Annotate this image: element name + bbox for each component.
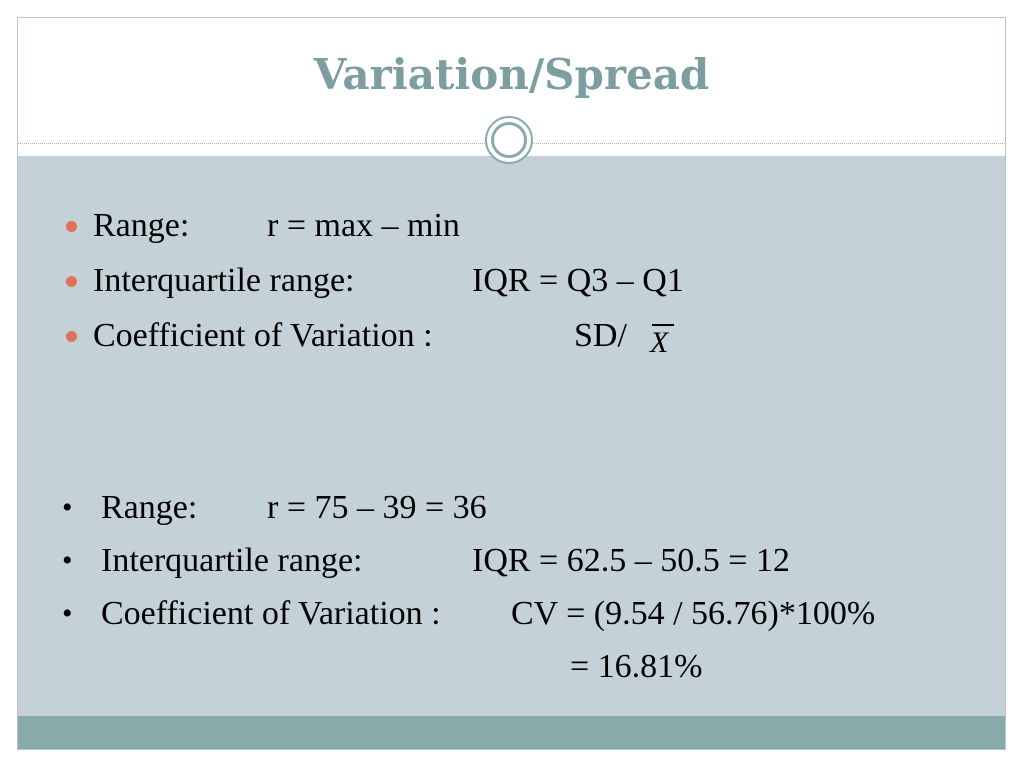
example-result: = 16.81% [570, 648, 703, 685]
definition-label: Interquartile range: [93, 262, 355, 299]
definition-formula: SD/ [574, 317, 627, 354]
example-label: Coefficient of Variation : [101, 595, 441, 632]
circle-ornament-inner [491, 122, 527, 158]
bullet-icon [66, 276, 77, 287]
bullet-icon: • [62, 544, 73, 577]
example-formula: r = 75 – 39 = 36 [267, 489, 487, 526]
bullet-icon [66, 331, 77, 342]
example-formula: IQR = 62.5 – 50.5 = 12 [472, 542, 790, 579]
definition-formula: IQR = Q3 – Q1 [472, 262, 684, 299]
bullet-icon [66, 221, 77, 232]
definition-label: Range: [93, 207, 190, 244]
example-label: Interquartile range: [101, 542, 363, 579]
bullet-icon: • [62, 597, 73, 630]
definition-formula: r = max – min [267, 207, 460, 244]
bullet-icon: • [62, 491, 73, 524]
example-label: Range: [101, 489, 198, 526]
mean-symbol: X [650, 326, 669, 359]
slide-body: Range: r = max – min Interquartile range… [18, 156, 1005, 716]
mean-overbar [652, 324, 674, 326]
circle-ornament-icon [485, 116, 533, 164]
example-formula: CV = (9.54 / 56.76)*100% [511, 595, 876, 632]
definition-label: Coefficient of Variation : [93, 317, 433, 354]
slide-footer-band [18, 716, 1005, 749]
slide: Variation/Spread Range: r = max – min In… [17, 17, 1006, 750]
slide-title: Variation/Spread [313, 50, 710, 99]
